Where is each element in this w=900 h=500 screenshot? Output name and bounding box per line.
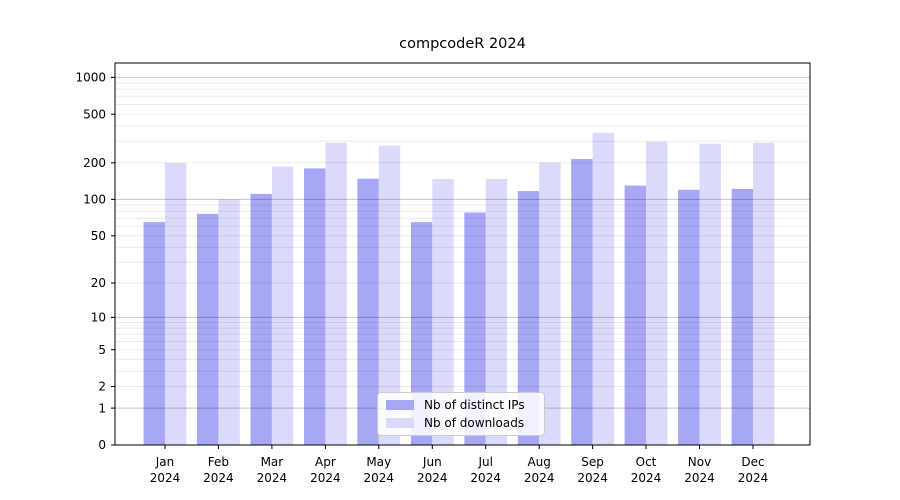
x-tick-label-month: Jul <box>477 455 492 469</box>
x-tick-label-month: Mar <box>261 455 284 469</box>
y-tick-label: 2 <box>98 380 106 394</box>
y-tick-label: 1 <box>98 401 106 415</box>
y-tick-label: 50 <box>91 229 106 243</box>
x-tick-label-month: Aug <box>527 455 550 469</box>
legend-item-downloads: Nb of downloads <box>386 416 536 430</box>
bar-downloads-jan <box>165 163 187 445</box>
bar-downloads-oct <box>646 141 668 446</box>
x-tick-label-month: Jan <box>155 455 175 469</box>
x-tick-label-year: 2024 <box>417 471 448 485</box>
x-tick-label-month: Feb <box>208 455 229 469</box>
plot-border <box>114 62 811 446</box>
bar-downloads-sep <box>592 132 614 446</box>
bar-downloads-jun <box>432 179 454 445</box>
bar-distinct-ips-mar <box>250 193 272 445</box>
y-tick-label: 10 <box>91 311 106 325</box>
bar-downloads-nov <box>699 143 721 445</box>
legend-label-downloads: Nb of downloads <box>424 416 525 430</box>
bar-distinct-ips-jun <box>410 222 433 445</box>
x-tick-label-year: 2024 <box>364 471 395 485</box>
bar-distinct-ips-jul <box>464 212 486 445</box>
legend-label-distinct-ips: Nb of distinct IPs <box>424 398 525 412</box>
bar-downloads-mar <box>271 166 294 445</box>
bar-downloads-jul <box>485 179 508 445</box>
x-tick-label-year: 2024 <box>150 471 181 485</box>
bar-distinct-ips-aug <box>517 191 540 445</box>
x-tick-label-year: 2024 <box>310 471 341 485</box>
legend: Nb of distinct IPs Nb of downloads <box>377 392 545 436</box>
bar-distinct-ips-feb <box>197 213 219 445</box>
bar-distinct-ips-apr <box>304 168 326 445</box>
x-tick-label-month: Apr <box>315 455 336 469</box>
bar-downloads-feb <box>218 199 240 445</box>
bar-distinct-ips-sep <box>571 159 593 445</box>
legend-swatch-ips-icon <box>386 400 414 410</box>
y-tick-label: 100 <box>83 193 106 207</box>
bar-downloads-dec <box>753 142 775 445</box>
bar-distinct-ips-dec <box>731 188 753 445</box>
x-tick-label-year: 2024 <box>631 471 662 485</box>
bar-downloads-aug <box>539 162 561 445</box>
x-tick-label-month: May <box>366 455 391 469</box>
bar-downloads-may <box>378 145 401 445</box>
y-tick-label: 500 <box>83 107 106 121</box>
y-tick-label: 5 <box>98 343 106 357</box>
x-tick-label-month: Sep <box>581 455 604 469</box>
x-tick-label-year: 2024 <box>203 471 234 485</box>
x-tick-label-month: Dec <box>741 455 764 469</box>
x-tick-label-month: Nov <box>688 455 711 469</box>
bar-distinct-ips-oct <box>624 185 646 445</box>
bar-distinct-ips-jan <box>143 222 165 445</box>
y-tick-label: 1000 <box>75 71 106 85</box>
y-tick-label: 200 <box>83 156 106 170</box>
x-tick-label-year: 2024 <box>470 471 501 485</box>
x-tick-label-month: Jun <box>422 455 442 469</box>
x-tick-label-year: 2024 <box>577 471 608 485</box>
legend-item-distinct-ips: Nb of distinct IPs <box>386 398 536 412</box>
bar-distinct-ips-nov <box>678 189 700 445</box>
x-tick-label-year: 2024 <box>257 471 288 485</box>
bar-distinct-ips-may <box>357 178 379 445</box>
x-tick-label-year: 2024 <box>684 471 715 485</box>
x-tick-label-year: 2024 <box>738 471 769 485</box>
legend-swatch-downloads-icon <box>386 418 414 428</box>
chart-title: compcodeR 2024 <box>399 36 526 52</box>
bar-downloads-apr <box>325 142 347 445</box>
y-tick-label: 20 <box>91 276 106 290</box>
x-tick-label-month: Oct <box>636 455 657 469</box>
y-tick-label: 0 <box>98 438 106 452</box>
x-tick-label-year: 2024 <box>524 471 555 485</box>
